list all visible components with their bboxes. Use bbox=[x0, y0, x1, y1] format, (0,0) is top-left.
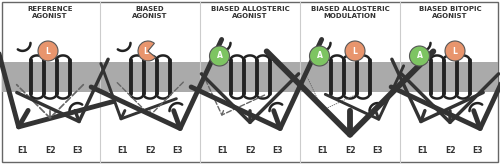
Text: E1: E1 bbox=[117, 146, 128, 155]
Circle shape bbox=[410, 46, 430, 66]
Circle shape bbox=[345, 41, 365, 61]
Text: E2: E2 bbox=[245, 146, 256, 155]
Text: A: A bbox=[216, 51, 222, 61]
Text: E1: E1 bbox=[417, 146, 428, 155]
Text: BIASED BITOPIC
AGONIST: BIASED BITOPIC AGONIST bbox=[418, 6, 482, 19]
Text: L: L bbox=[352, 47, 358, 55]
Text: E2: E2 bbox=[345, 146, 355, 155]
Text: E3: E3 bbox=[472, 146, 483, 155]
Text: E2: E2 bbox=[445, 146, 455, 155]
Text: E3: E3 bbox=[172, 146, 183, 155]
Circle shape bbox=[445, 41, 465, 61]
Text: BIASED ALLOSTERIC
MODULATION: BIASED ALLOSTERIC MODULATION bbox=[310, 6, 390, 19]
Bar bbox=[2, 62, 498, 92]
Text: E3: E3 bbox=[72, 146, 83, 155]
Text: A: A bbox=[416, 51, 422, 61]
Text: BIASED ALLOSTERIC
AGONIST: BIASED ALLOSTERIC AGONIST bbox=[210, 6, 290, 19]
Text: A: A bbox=[316, 51, 322, 61]
Text: E1: E1 bbox=[217, 146, 228, 155]
Text: E2: E2 bbox=[45, 146, 55, 155]
Text: BIASED
AGONIST: BIASED AGONIST bbox=[132, 6, 168, 19]
Text: E1: E1 bbox=[17, 146, 28, 155]
Text: E3: E3 bbox=[272, 146, 283, 155]
Wedge shape bbox=[138, 41, 156, 61]
Text: L: L bbox=[144, 47, 148, 55]
Text: E3: E3 bbox=[372, 146, 383, 155]
Text: E1: E1 bbox=[318, 146, 328, 155]
Text: REFERENCE
AGONIST: REFERENCE AGONIST bbox=[27, 6, 73, 19]
Circle shape bbox=[310, 46, 330, 66]
Text: L: L bbox=[452, 47, 458, 55]
Circle shape bbox=[38, 41, 58, 61]
Text: L: L bbox=[46, 47, 51, 55]
Circle shape bbox=[210, 46, 230, 66]
Text: E2: E2 bbox=[145, 146, 155, 155]
FancyBboxPatch shape bbox=[2, 2, 498, 162]
